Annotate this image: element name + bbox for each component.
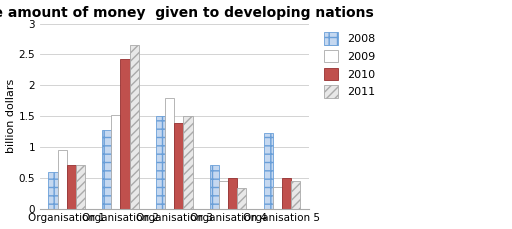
Bar <box>165 98 174 209</box>
Bar <box>174 123 183 209</box>
Legend: 2008, 2009, 2010, 2011: 2008, 2009, 2010, 2011 <box>320 29 378 101</box>
Bar <box>130 45 139 209</box>
Bar <box>156 116 165 209</box>
Bar <box>76 165 85 209</box>
Bar <box>120 59 130 209</box>
Bar <box>291 181 300 209</box>
Bar <box>273 187 282 209</box>
Bar <box>282 178 291 209</box>
Bar <box>219 181 228 209</box>
Bar <box>57 150 67 209</box>
Bar <box>49 172 57 209</box>
Bar <box>237 188 246 209</box>
Bar <box>67 165 76 209</box>
Title: The amount of money  given to developing nations: The amount of money given to developing … <box>0 5 374 19</box>
Bar <box>183 116 193 209</box>
Y-axis label: billion dollars: billion dollars <box>6 79 15 153</box>
Bar <box>111 115 120 209</box>
Bar <box>264 133 273 209</box>
Bar <box>102 130 111 209</box>
Bar <box>210 165 219 209</box>
Bar <box>228 178 237 209</box>
